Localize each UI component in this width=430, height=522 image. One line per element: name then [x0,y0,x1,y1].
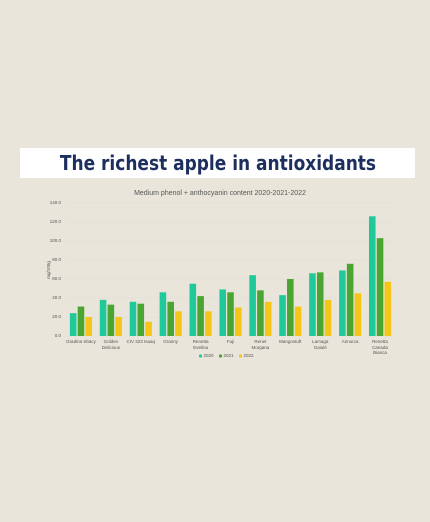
legend-label: 2021 [224,353,235,358]
x-tick-label: Mangostuft [279,339,302,344]
bar [227,292,234,336]
bar [77,306,85,336]
y-tick-label: 120.0 [50,219,62,224]
legend-swatch [218,354,223,358]
bar [279,295,286,336]
bar [219,289,227,336]
bar [189,283,197,336]
title-banner: The richest apple in antioxidants [20,148,415,178]
y-tick-label: 0.0 [55,333,62,338]
bar [376,238,384,336]
bar [205,311,212,336]
bar [137,303,145,336]
bar [354,293,362,336]
x-tick-label: Fuji [226,339,235,344]
bar [309,273,316,336]
x-tick-label: Annurca [341,339,359,344]
x-tick-label: Renet Morgana [251,339,270,350]
y-tick-label: 140.0 [50,200,62,205]
bar [159,292,167,336]
bar [175,311,182,336]
x-tick-label: Renetta Evelina [192,339,209,350]
legend-swatch [238,354,243,358]
chart-subtitle: Medium phenol + anthocyanin content 2020… [134,190,306,197]
bar [384,281,392,336]
y-tick-label: 60.0 [52,276,61,281]
bar [99,299,107,336]
x-tick-label: Renetta Canada Bianca [372,339,388,355]
chart-title: The richest apple in antioxidants [59,151,376,175]
bar [264,301,272,336]
bar [129,301,137,336]
bar [115,317,122,336]
bar [324,299,332,336]
y-tick-label: 40.0 [52,295,61,300]
bar [85,317,93,336]
x-tick-label: Lamaga Gaiulé [312,339,329,350]
x-tick-label: CIV 323 Isaaq [126,339,156,344]
y-tick-label: 20.0 [52,314,61,319]
bar [368,216,376,336]
legend-label: 2022 [244,353,255,358]
y-tick-label: 80.0 [52,257,61,262]
bar [69,313,77,336]
bar [197,296,204,336]
x-tick-label: Granny [163,339,179,344]
y-tick-label: 100.0 [50,238,62,243]
x-tick-label: Golden Delicious [101,339,120,350]
bar [346,263,354,336]
bar [287,279,294,336]
bar [294,306,302,336]
bar [234,307,242,336]
bar [257,290,264,336]
bar [316,272,324,336]
bar [107,304,115,336]
bar [339,270,346,336]
bar [145,321,152,336]
x-tick-label: Gradina Sbäcy [66,339,96,344]
bar [249,275,256,336]
y-axis-label: mg/100g [46,261,51,279]
legend-swatch [198,354,203,358]
legend-label: 2020 [204,353,215,358]
bar [167,301,174,336]
